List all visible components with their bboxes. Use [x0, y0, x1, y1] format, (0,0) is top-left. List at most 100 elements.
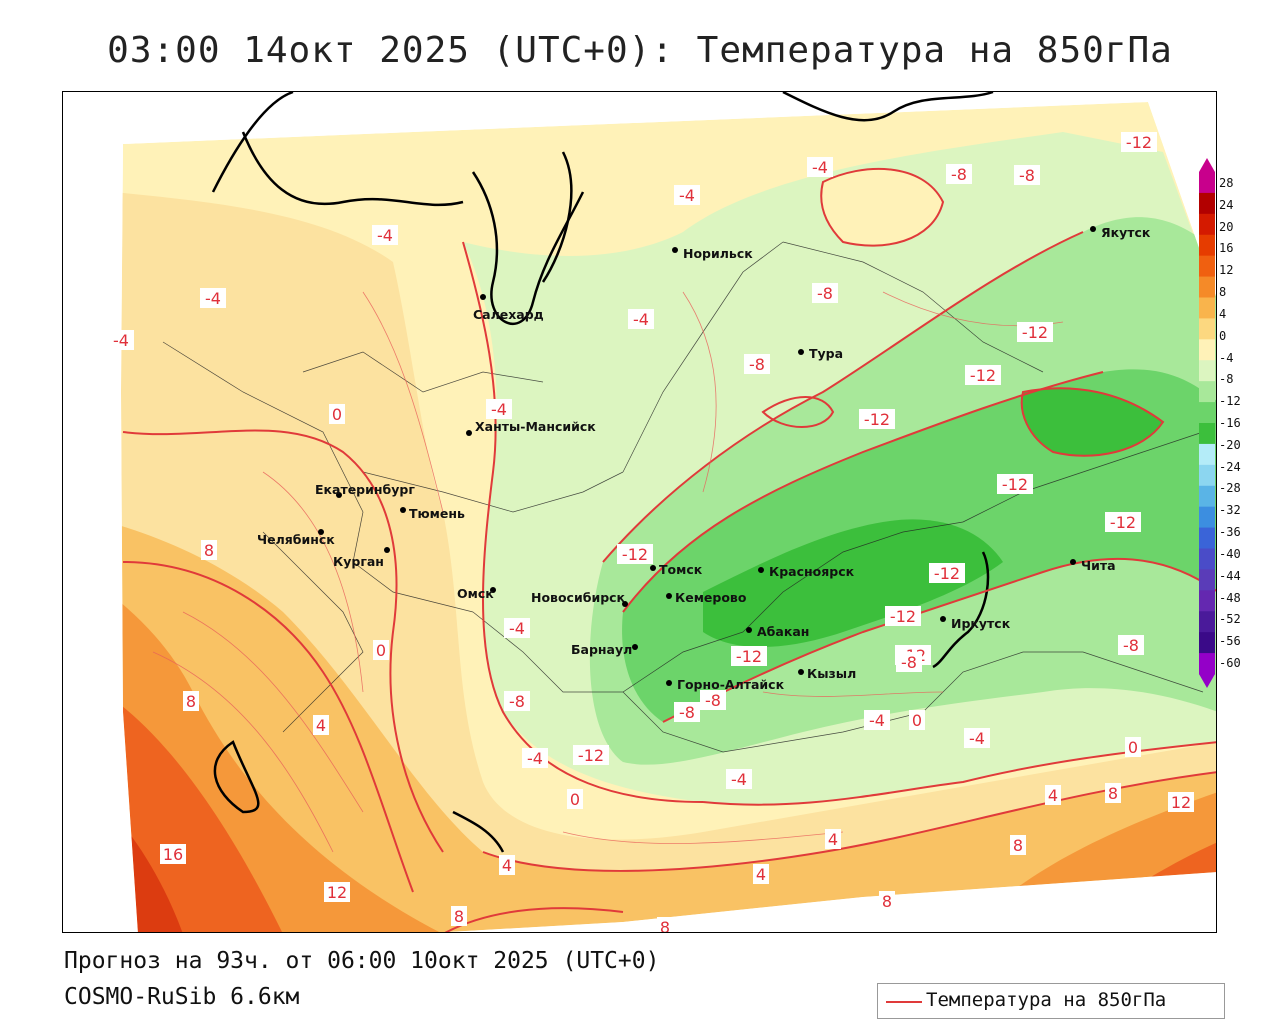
contour-value-label: -4 [108, 330, 134, 350]
city-marker [490, 587, 496, 593]
contour-value-label: 4 [313, 715, 329, 735]
city-marker [632, 644, 638, 650]
contour-value-label: 4 [499, 855, 515, 875]
color-scale-label: 20 [1219, 219, 1234, 234]
contour-value-label: -4 [726, 769, 752, 789]
color-scale-label: -28 [1219, 481, 1241, 496]
svg-text:12: 12 [1171, 793, 1191, 812]
outside-domain-south [448, 872, 1216, 932]
contour-value-label: 8 [879, 891, 895, 911]
city-label: Ханты-Мансийск [475, 419, 596, 434]
svg-text:4: 4 [828, 830, 838, 849]
city-marker [318, 529, 324, 535]
svg-text:8: 8 [454, 907, 464, 926]
city-marker [746, 627, 752, 633]
color-scale-swatch [1199, 653, 1215, 675]
city-label: Челябинск [257, 532, 335, 547]
color-scale-swatch [1199, 611, 1215, 633]
color-scale-swatch [1199, 213, 1215, 236]
color-scale-label: -8 [1219, 372, 1234, 387]
legend-line-swatch [886, 1001, 922, 1003]
city-label: Томск [659, 562, 703, 577]
city-marker [650, 565, 656, 571]
svg-text:-8: -8 [705, 691, 721, 710]
svg-text:-8: -8 [679, 703, 695, 722]
contour-value-label: 8 [183, 691, 199, 711]
contour-value-label: 8 [657, 917, 673, 932]
city-marker [622, 601, 628, 607]
city-marker [758, 567, 764, 573]
city-marker [1090, 226, 1096, 232]
temperature-map[interactable]: Норильск Якутск Салехард Тура Ханты-Мансийск… [63, 92, 1217, 933]
svg-text:-4: -4 [679, 186, 695, 205]
city-label: Чита [1081, 558, 1116, 573]
city-marker [1070, 559, 1076, 565]
contour-value-label: -4 [372, 225, 398, 245]
legend: Температура на 850гПа [877, 983, 1225, 1019]
svg-text:-8: -8 [749, 355, 765, 374]
city-marker [940, 616, 946, 622]
contour-value-label: -8 [1014, 165, 1040, 185]
city-label: Салехард [473, 307, 544, 322]
contour-value-label: -8 [896, 652, 922, 672]
color-scale-label: -4 [1219, 350, 1234, 365]
contour-value-label: -12 [1105, 512, 1141, 532]
svg-text:-12: -12 [934, 564, 960, 583]
contour-labels-layer: -4 -4 -8 -12 -4 -4 -8 -4 -8 -12 -12 -8 -12 -4 -12 -12 -1… [108, 132, 1194, 932]
svg-text:-12: -12 [890, 607, 916, 626]
contour-value-label: 12 [324, 882, 350, 902]
city-label: Екатеринбург [315, 482, 415, 497]
city-label: Абакан [757, 624, 809, 639]
svg-text:-4: -4 [869, 711, 885, 730]
svg-text:-4: -4 [509, 619, 525, 638]
color-scale-label: 8 [1219, 285, 1227, 300]
cities-layer: Норильск Якутск Салехард Тура Ханты-Мансийск… [257, 225, 1151, 692]
contour-value-label: 8 [1105, 783, 1121, 803]
svg-text:-4: -4 [812, 158, 828, 177]
contour-value-label: -4 [674, 185, 700, 205]
color-scale-label: -36 [1219, 525, 1241, 540]
svg-text:-4: -4 [731, 770, 747, 789]
color-scale-label: -52 [1219, 612, 1241, 627]
color-scale-swatch [1199, 381, 1215, 403]
city-label: Новосибирск [531, 590, 626, 605]
color-scale-swatch [1199, 527, 1215, 549]
color-scale-label: 0 [1219, 328, 1227, 343]
color-scale-label: -56 [1219, 634, 1241, 649]
color-scale-label: -16 [1219, 416, 1241, 430]
contour-value-label: -4 [486, 399, 512, 419]
color-scale-swatch [1199, 590, 1215, 612]
svg-text:8: 8 [1013, 836, 1023, 855]
contour-value-label: -12 [617, 544, 653, 564]
contour-value-label: -12 [1121, 132, 1157, 152]
contour-value-label: -4 [504, 618, 530, 638]
color-scale-swatch [1199, 339, 1215, 361]
contour-value-label: 16 [160, 844, 186, 864]
map-frame[interactable]: Норильск Якутск Салехард Тура Ханты-Мансийск… [62, 91, 1217, 933]
city-marker [480, 294, 486, 300]
svg-text:0: 0 [332, 405, 342, 424]
svg-text:0: 0 [1128, 738, 1138, 757]
contour-value-label: 12 [1168, 792, 1194, 812]
color-scale-label: 24 [1219, 197, 1234, 212]
svg-text:-8: -8 [1019, 166, 1035, 185]
coastlines [211, 92, 994, 853]
city-label: Тура [809, 346, 843, 361]
contour-value-label: -8 [504, 691, 530, 711]
color-scale-bar [1199, 158, 1215, 688]
forecast-info: Прогноз на 93ч. от 06:00 10окт 2025 (UTC… [64, 948, 660, 974]
color-scale-swatch [1199, 423, 1215, 445]
color-scale-label: 4 [1219, 306, 1227, 321]
svg-text:4: 4 [502, 856, 512, 875]
color-scale-swatch [1199, 297, 1215, 319]
svg-text:-12: -12 [864, 410, 890, 429]
color-scale-swatch [1199, 360, 1215, 382]
svg-text:-8: -8 [951, 165, 967, 184]
color-scale-swatch [1199, 443, 1215, 466]
color-scale-swatch [1199, 569, 1215, 591]
svg-text:4: 4 [316, 716, 326, 735]
map-title: 03:00 14окт 2025 (UTC+0): Температура на… [107, 30, 1173, 71]
contour-value-label: -12 [573, 745, 609, 765]
city-marker [466, 430, 472, 436]
contour-value-label: -4 [522, 748, 548, 768]
